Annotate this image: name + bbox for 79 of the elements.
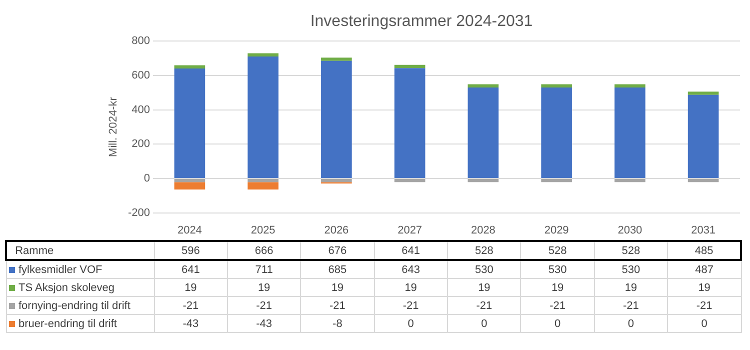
bar xyxy=(174,182,206,190)
data-label: 487 xyxy=(668,260,741,278)
data-label: 19 xyxy=(154,278,228,296)
x-tick-label: 2028 xyxy=(470,224,496,236)
legend-label: TS Aksjon skoleveg xyxy=(6,278,154,296)
bar xyxy=(468,84,499,88)
bar xyxy=(174,178,206,182)
data-label: -21 xyxy=(374,296,448,314)
data-label: 530 xyxy=(448,260,521,278)
y-tick-label: -200 xyxy=(128,206,150,219)
data-label: 530 xyxy=(594,260,668,278)
data-label: 641 xyxy=(154,260,228,278)
bar xyxy=(321,58,352,61)
data-label: 19 xyxy=(520,278,594,296)
x-tick-label: 2026 xyxy=(324,224,349,236)
data-label: -21 xyxy=(227,296,301,314)
x-tick-label: 2024 xyxy=(177,224,202,236)
bar xyxy=(248,56,278,178)
bar xyxy=(394,68,426,178)
data-label: 19 xyxy=(300,278,374,296)
bar xyxy=(248,178,278,182)
data-label: -43 xyxy=(227,314,301,332)
data-label: 19 xyxy=(668,278,741,296)
data-label: -21 xyxy=(154,296,228,314)
y-tick-label: 200 xyxy=(132,138,150,150)
legend-label: fornying-endring til drift xyxy=(6,296,154,314)
bar xyxy=(321,60,352,178)
data-label: 0 xyxy=(668,314,741,332)
bar xyxy=(174,68,206,178)
data-label: -21 xyxy=(448,296,521,314)
bar xyxy=(394,178,426,182)
data-label: 0 xyxy=(520,314,594,332)
data-label: -21 xyxy=(668,296,741,314)
bar xyxy=(174,65,206,68)
data-label: 19 xyxy=(227,278,301,296)
data-label: 0 xyxy=(448,314,521,332)
data-label: 530 xyxy=(520,260,594,278)
bar xyxy=(468,178,499,182)
chart-title: Investeringsrammer 2024-2031 xyxy=(310,13,533,30)
bar xyxy=(688,178,719,182)
x-tick-label: 2025 xyxy=(250,224,276,236)
bar xyxy=(468,88,499,178)
legend-label: fylkesmidler VOF xyxy=(6,260,154,278)
bar xyxy=(321,178,352,182)
data-label: 0 xyxy=(374,314,448,332)
y-tick-label: 400 xyxy=(132,104,150,116)
data-label: 685 xyxy=(300,260,374,278)
data-label: 0 xyxy=(594,314,668,332)
data-label: 19 xyxy=(374,278,448,296)
legend-label: bruer-endring til drift xyxy=(6,314,154,332)
row-outline: Ramme 596 666 676 641 528 528 528 485 xyxy=(6,241,741,260)
data-label: -43 xyxy=(154,314,228,332)
x-tick-label: 2029 xyxy=(544,224,569,236)
bar xyxy=(541,178,572,182)
bar xyxy=(541,84,572,88)
bar xyxy=(688,94,719,178)
bar xyxy=(688,92,719,95)
bar xyxy=(248,182,278,190)
data-label: -21 xyxy=(520,296,594,314)
y-axis-title: Mill. 2024-kr xyxy=(108,96,120,157)
bar xyxy=(248,53,278,56)
data-label: 711 xyxy=(227,260,301,278)
bar xyxy=(394,64,426,68)
x-tick-label: 2027 xyxy=(398,224,422,236)
x-tick-label: 2030 xyxy=(618,224,642,236)
bar xyxy=(614,178,646,182)
data-label: -21 xyxy=(300,296,374,314)
bar xyxy=(541,88,572,178)
y-tick-label: 0 xyxy=(144,172,150,185)
y-tick-label: 800 xyxy=(132,35,150,48)
data-label: 19 xyxy=(594,278,668,296)
y-tick-label: 600 xyxy=(132,70,150,82)
data-label: -8 xyxy=(300,314,374,332)
bar xyxy=(614,88,646,178)
data-label: -21 xyxy=(594,296,668,314)
bar xyxy=(614,84,646,88)
data-label: 643 xyxy=(374,260,448,278)
x-tick-label: 2031 xyxy=(691,224,716,236)
data-label: 19 xyxy=(448,278,521,296)
